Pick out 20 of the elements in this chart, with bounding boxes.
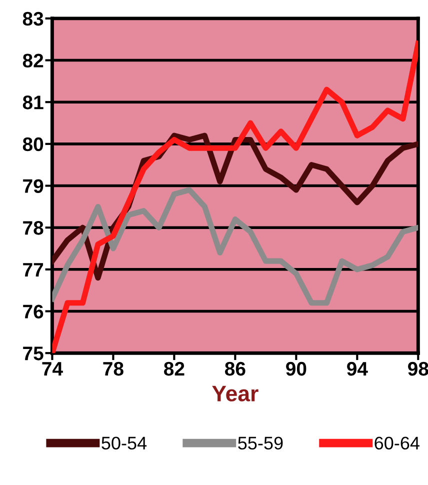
x-tick-label: 90 [286,362,306,376]
y-tick-label: 79 [23,179,44,193]
y-tick-label: 76 [23,304,44,318]
legend-label: 60-64 [374,436,420,450]
y-tick-label: 82 [22,54,44,68]
x-tick-label: 86 [224,362,246,376]
legend-label: 55-59 [238,436,283,450]
y-tick-label: 80 [22,137,44,152]
legend-label: 50-54 [102,436,147,450]
x-tick-label: 94 [347,362,368,376]
x-tick-label: 98 [408,362,428,376]
x-axis-title: Year [212,386,258,402]
y-tick-label: 77 [23,263,44,276]
x-tick-label: 82 [164,362,184,376]
x-tick-label: 78 [103,362,124,376]
y-tick-label: 78 [23,221,44,235]
y-tick-label: 83 [22,12,44,26]
y-tick-label: 81 [22,96,44,110]
x-tick-label: 74 [42,362,63,376]
y-tick-label: 75 [23,346,44,360]
